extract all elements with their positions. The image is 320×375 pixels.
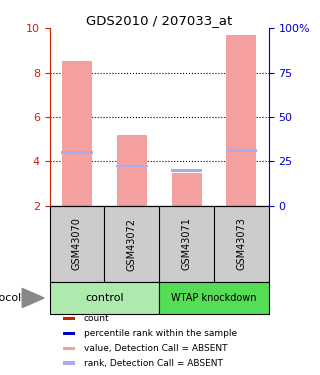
- Text: control: control: [85, 293, 124, 303]
- Bar: [159, 282, 269, 314]
- Bar: [226, 35, 256, 206]
- Text: GSM43073: GSM43073: [236, 217, 246, 270]
- Bar: [172, 172, 202, 206]
- Bar: [63, 317, 75, 320]
- Text: WTAP knockdown: WTAP knockdown: [171, 293, 257, 303]
- Title: GDS2010 / 207033_at: GDS2010 / 207033_at: [86, 14, 232, 27]
- Bar: [50, 282, 159, 314]
- Bar: [116, 165, 148, 167]
- Bar: [61, 151, 93, 154]
- Bar: [63, 362, 75, 364]
- Bar: [63, 346, 75, 350]
- Text: value, Detection Call = ABSENT: value, Detection Call = ABSENT: [84, 344, 227, 353]
- Text: percentile rank within the sample: percentile rank within the sample: [84, 329, 237, 338]
- Text: protocol: protocol: [0, 293, 21, 303]
- Text: GSM43072: GSM43072: [127, 217, 137, 270]
- Text: GSM43071: GSM43071: [182, 217, 192, 270]
- Bar: [117, 135, 147, 206]
- Text: rank, Detection Call = ABSENT: rank, Detection Call = ABSENT: [84, 358, 222, 368]
- Bar: [62, 62, 92, 206]
- Text: count: count: [84, 314, 109, 323]
- Text: GSM43070: GSM43070: [72, 217, 82, 270]
- Bar: [171, 169, 203, 172]
- Bar: [63, 332, 75, 335]
- Bar: [226, 149, 257, 152]
- Polygon shape: [22, 288, 44, 308]
